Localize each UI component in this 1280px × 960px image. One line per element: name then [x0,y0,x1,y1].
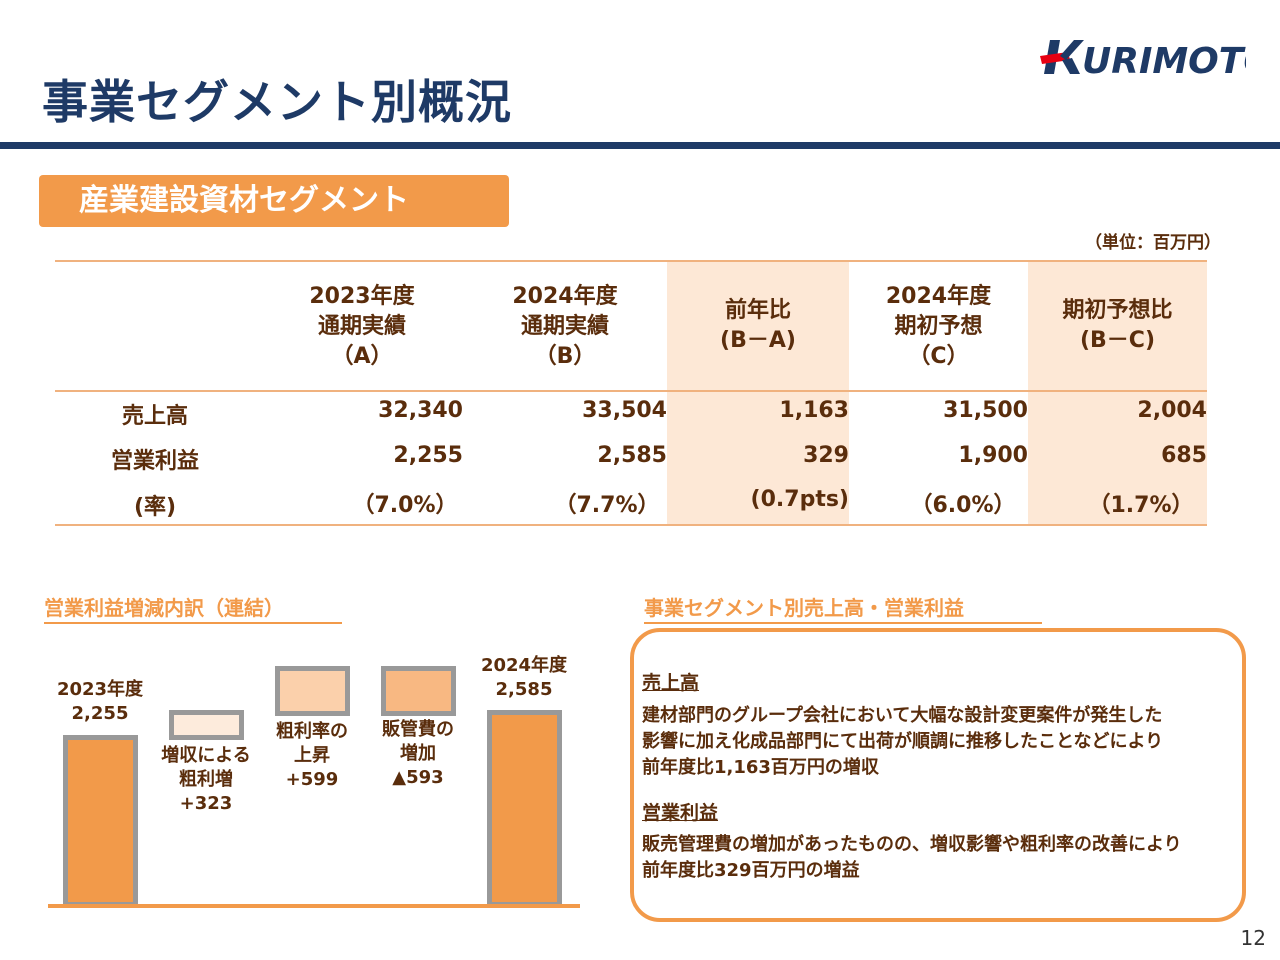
header-line: 2024年度 [885,284,992,309]
summary-profit-heading: 営業利益 [642,802,719,824]
column-header-2024-forecast: 2024年度 期初予想 （C） [849,282,1028,372]
table-cell: 31,500 [943,398,1028,423]
summary-sales-heading: 売上高 [642,672,700,694]
header-line: (B－C) [1079,328,1156,353]
waterfall-baseline [48,904,580,908]
header-line: 通期実績 [317,314,406,339]
shaded-column-forecast-diff [1028,260,1207,526]
end-bar [487,710,562,907]
table-cell: （1.7%） [1088,493,1194,518]
summary-profit-text: 販売管理費の増加があったものの、増収影響や粗利率の改善により 前年度比329百万… [642,832,1238,884]
end-year: 2024年度 [480,655,568,676]
table-cell: （6.0%） [910,493,1016,518]
header-line: 2024年度 [512,284,618,309]
column-header-2024-actual: 2024年度 通期実績 （B） [470,282,660,372]
table-top-rule [55,260,1207,262]
step-line: 粗利率の [276,721,348,742]
start-bar [63,735,138,907]
start-year: 2023年度 [56,679,144,700]
text-line: 影響に加え化成品部門にて出荷が順調に推移したことなどにより [642,731,1164,752]
step-label-sga-increase: 販管費の 増加 ▲593 [358,718,478,790]
table-header-rule [55,390,1207,392]
text-line: 前年度比329百万円の増益 [642,860,860,881]
step-line: 増収による [161,745,251,766]
text-line: 販売管理費の増加があったものの、増収影響や粗利率の改善により [642,834,1182,855]
row-label-operating-profit: 営業利益 [110,449,199,474]
header-line: 期初予想 [894,314,983,339]
table-cell: 1,163 [779,398,849,423]
kurimoto-logo: URIMOTO [1040,40,1246,80]
step-line: 上昇 [294,745,330,766]
table-cell: 1,900 [958,443,1028,468]
header-line: 通期実績 [520,314,609,339]
summary-sales-text: 建材部門のグループ会社において大幅な設計変更案件が発生した 影響に加え化成品部門… [642,703,1238,781]
end-bar-label: 2024年度 2,585 [464,654,584,702]
table-cell: 2,004 [1137,398,1207,423]
column-header-2023-actual: 2023年度 通期実績 （A） [267,282,457,372]
step-value: ▲593 [392,767,444,788]
table-cell: 33,504 [582,398,667,423]
column-header-yoy: 前年比 (B－A) [667,296,849,356]
waterfall-title: 営業利益増減内訳（連結） [44,592,342,624]
header-line: （C） [908,344,969,369]
column-header-forecast-diff: 期初予想比 (B－C) [1028,296,1207,356]
step-line: 増加 [400,743,436,764]
table-cell: 685 [1161,443,1207,468]
header-line: （B） [534,344,596,369]
segment-heading: 産業建設資材セグメント [39,175,509,227]
logo-mark [1040,40,1084,74]
step-label-sales-increase: 増収による 粗利増 +323 [146,744,266,816]
header-line: （A） [331,344,393,369]
table-cell: 32,340 [378,398,463,423]
page-title: 事業セグメント別概況 [42,75,512,129]
step-value: +599 [285,769,339,790]
shaded-column-yoy [667,260,849,526]
title-divider [0,142,1280,149]
table-cell: 2,255 [393,443,463,468]
step-line: 粗利増 [179,769,233,790]
table-cell: 2,585 [597,443,667,468]
row-label-margin: (率) [133,495,177,520]
step-bar-sales-increase [169,710,244,740]
text-line: 建材部門のグループ会社において大幅な設計変更案件が発生した [642,705,1163,726]
unit-label: （単位：百万円） [1085,233,1221,253]
table-cell: （7.0%） [352,493,458,518]
header-line: (B－A) [720,328,796,353]
start-bar-label: 2023年度 2,255 [40,678,160,726]
step-value: +323 [179,793,233,814]
header-line: 前年比 [724,298,791,323]
header-line: 2023年度 [309,284,415,309]
table-cell: 329 [803,443,849,468]
table-bottom-rule [55,524,1207,526]
step-line: 販管費の [382,719,454,740]
end-value: 2,585 [495,679,553,700]
summary-title: 事業セグメント別売上高・営業利益 [644,592,1042,624]
svg-text:URIMOTO: URIMOTO [1082,41,1246,80]
text-line: 前年度比1,163百万円の増収 [642,757,879,778]
step-bar-sga-increase [381,666,456,716]
start-value: 2,255 [71,703,129,724]
table-cell: （7.7%） [554,493,660,518]
step-label-margin-rise: 粗利率の 上昇 +599 [252,720,372,792]
summary-box [630,628,1246,922]
table-cell: (0.7pts) [750,487,849,512]
row-label-sales: 売上高 [121,404,188,429]
step-bar-margin-rise [275,666,350,716]
page-number: 12 [1240,926,1266,950]
results-table: 2023年度 通期実績 （A） 2024年度 通期実績 （B） 前年比 (B－A… [55,260,1207,526]
header-line: 期初予想比 [1062,298,1173,323]
